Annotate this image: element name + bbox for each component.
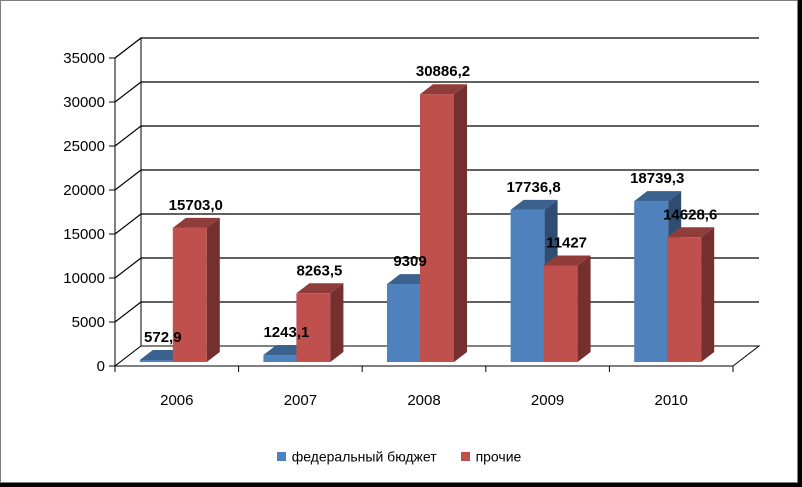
data-label: 1243,1 [263,324,309,341]
data-label: 572,9 [144,329,182,346]
data-labels: 572,9 15703,0 1243,1 8263,5 9309 30886,2 17736… [144,63,717,346]
y-tick-label: 20000 [63,182,105,199]
y-tick-label: 15000 [63,226,105,243]
gridline [114,169,759,191]
bar-other-2007 [296,283,344,362]
data-label: 11427 [546,234,587,251]
gridline [114,125,759,147]
data-label: 9309 [393,253,426,270]
x-tick-label: 2008 [407,392,440,409]
data-label: 14628,6 [663,206,717,223]
gridline [114,81,759,103]
left-wall [114,36,142,368]
y-tick-label: 5000 [72,314,105,331]
legend-label-other: прочие [475,448,522,465]
bar-other-2009 [543,255,591,362]
x-tick-label: 2007 [284,392,317,409]
y-tick-label: 30000 [63,94,105,111]
bar-other-2008 [420,84,467,362]
y-tick-label: 10000 [63,270,105,287]
gridline [114,37,759,59]
data-label: 15703,0 [169,197,223,214]
data-label: 18739,3 [630,170,684,187]
data-label: 30886,2 [416,63,470,80]
y-tick-label: 0 [97,358,105,375]
legend-item-federal: федеральный бюджет [276,447,437,465]
y-tick-label: 35000 [63,50,105,67]
data-label: 17736,8 [506,179,560,196]
bar-other-2006 [172,217,220,362]
bar-chart: 0 5000 10000 15000 20000 25000 30000 35000 2006… [63,36,761,409]
x-axis-ticks: 2006 2007 2008 2009 2010 [114,365,734,409]
x-tick-label: 2010 [655,392,688,409]
bar-other-2010 [667,227,715,362]
legend-swatch-other [460,451,470,461]
legend: федеральный бюджет прочие [1,447,797,464]
y-tick-label: 25000 [63,138,105,155]
x-tick-label: 2009 [531,392,564,409]
legend-item-other: прочие [460,447,522,465]
data-label: 8263,5 [296,262,342,279]
legend-label-federal: федеральный бюджет [291,448,437,465]
x-tick-label: 2006 [160,392,193,409]
bars [139,84,715,362]
y-axis-ticks: 0 5000 10000 15000 20000 25000 30000 35000 [63,50,116,375]
legend-swatch-federal [276,451,286,461]
